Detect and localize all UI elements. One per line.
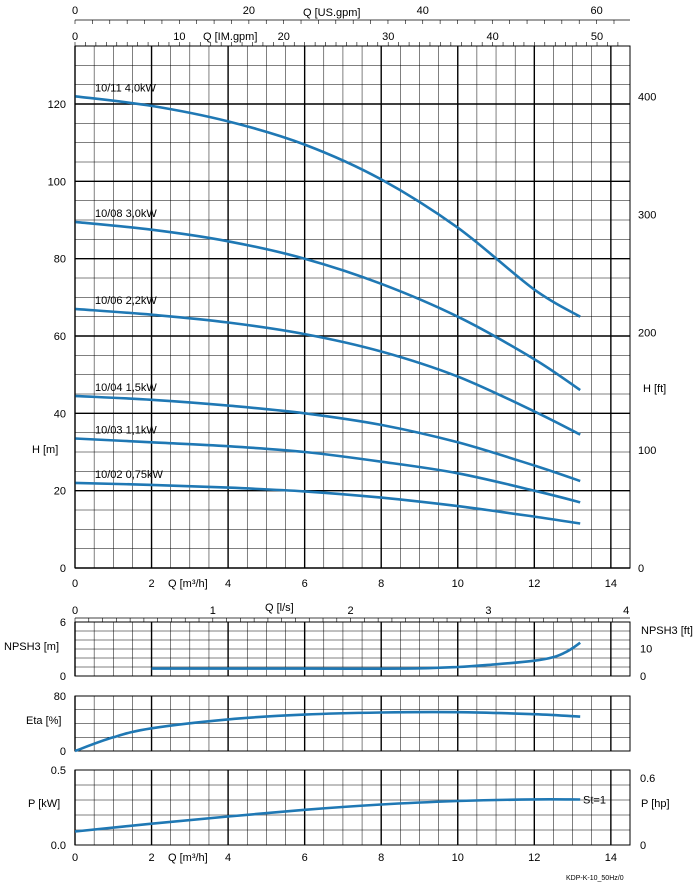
power-y2-axis-label: P [hp] [641, 798, 670, 810]
npsh-plot-frame [74, 621, 631, 677]
us-gpm-tick-label: 20 [243, 5, 255, 17]
head-y2-tick-label: 100 [638, 445, 656, 457]
power-x-tick-label: 4 [225, 852, 231, 864]
head-curve-5 [74, 481, 581, 525]
power-x-tick-label: 14 [605, 852, 617, 864]
npsh-y-tick-label: 6 [60, 617, 66, 629]
head-y-tick-label: 20 [54, 486, 66, 498]
im-gpm-tick-label: 10 [173, 31, 185, 43]
head-x-tick-label: 2 [148, 578, 154, 590]
us-gpm-tick-label: 0 [72, 5, 78, 17]
head-curve-label-0: 10/11 4,0kW [95, 82, 157, 94]
head-curve-1 [74, 220, 581, 392]
power-y2-tick-label: 0.6 [640, 773, 655, 785]
npsh-y2-axis-label: NPSH3 [ft] [641, 625, 693, 637]
head-curves: 10/11 4,0kW 10/08 3,0kW 10/06 2,2kW 10/04 1… [74, 82, 581, 525]
npsh-y2-tick-label: 0 [640, 671, 646, 683]
head-x-tick-label: 10 [452, 578, 464, 590]
head-y2-tick-label: 200 [638, 327, 656, 339]
npsh-curve [151, 641, 581, 671]
head-y-tick-label: 40 [54, 408, 66, 420]
head-y-tick-label: 60 [54, 331, 66, 343]
im-gpm-tick-label: 30 [382, 31, 394, 43]
head-curve-0 [74, 95, 581, 318]
power-panel: St=1 0.0 0.5 0 0.6 0 2 4 6 8 10 12 14 [51, 765, 656, 864]
eta-panel: 0 80 [54, 691, 631, 758]
npsh-y-axis-label: NPSH3 [m] [4, 641, 59, 653]
ls-tick-label: 3 [485, 605, 491, 617]
footer-code: KDP-K-10_50Hz/0 [566, 875, 624, 882]
head-curve-3 [74, 394, 581, 483]
im-gpm-tick-label: 40 [486, 31, 498, 43]
npsh-y-tick-label: 0 [60, 671, 66, 683]
us-gpm-tick-label: 60 [590, 5, 602, 17]
head-curve-label-4: 10/03 1,1kW [95, 424, 157, 436]
power-curve [74, 797, 581, 833]
head-y-tick-label: 100 [48, 176, 66, 188]
head-y-tick-label: 0 [60, 563, 66, 575]
power-x-tick-label: 0 [72, 852, 78, 864]
ls-tick-label: 1 [210, 605, 216, 617]
power-x-tick-label: 8 [378, 852, 384, 864]
head-x-tick-label: 8 [378, 578, 384, 590]
eta-plot-frame [74, 695, 631, 752]
head-plot-frame [74, 45, 631, 569]
head-curve-label-3: 10/04 1,5kW [95, 382, 157, 394]
head-curve-label-1: 10/08 3,0kW [95, 208, 157, 220]
npsh-y2-tick-label: 10 [640, 644, 652, 656]
head-y2-axis-label: H [ft] [643, 383, 666, 395]
us-gpm-tick-label: 40 [417, 5, 429, 17]
flow-ls-axis-label: Q [l/s] [265, 602, 294, 614]
power-x-tick-label: 6 [302, 852, 308, 864]
head-x-tick-label: 0 [72, 578, 78, 590]
ls-tick-label: 4 [623, 605, 629, 617]
power-x-tick-label: 12 [528, 852, 540, 864]
top-axis-us-gpm-label: Q [US.gpm] [303, 7, 360, 19]
power-y-tick-label: 0.0 [51, 840, 66, 852]
power-y-tick-label: 0.5 [51, 765, 66, 777]
eta-y-tick-label: 80 [54, 691, 66, 703]
power-x-tick-label: 10 [452, 852, 464, 864]
im-gpm-tick-label: 0 [72, 31, 78, 43]
head-y2-tick-label: 300 [638, 209, 656, 221]
eta-curve [74, 710, 581, 753]
head-y2-tick-label: 0 [638, 563, 644, 575]
ls-tick-label: 2 [348, 605, 354, 617]
head-x-tick-label: 12 [528, 578, 540, 590]
head-grid [74, 45, 631, 569]
head-y-axis-label: H [m] [32, 444, 58, 456]
head-x-tick-label: 6 [302, 578, 308, 590]
head-y-tick-label: 80 [54, 254, 66, 266]
head-x-axis-label: Q [m³/h] [168, 578, 208, 590]
power-plot-frame [74, 769, 631, 846]
im-gpm-tick-label: 20 [278, 31, 290, 43]
top-axis-im-gpm-label: Q [IM.gpm] [203, 31, 257, 43]
head-y-tick-label: 120 [48, 99, 66, 111]
eta-y-tick-label: 0 [60, 746, 66, 758]
head-x-tick-label: 14 [605, 578, 617, 590]
head-curve-2 [74, 307, 581, 436]
head-curve-4 [74, 437, 581, 504]
eta-y-axis-label: Eta [%] [26, 715, 61, 727]
ls-tick-label: 0 [72, 605, 78, 617]
head-curve-label-5: 10/02 0,75kW [95, 469, 163, 481]
power-y-axis-label: P [kW] [28, 798, 60, 810]
head-chart: 10/11 4,0kW 10/08 3,0kW 10/06 2,2kW 10/04 1… [48, 5, 657, 590]
power-curve-label: St=1 [583, 795, 606, 807]
power-y2-tick-label: 0 [640, 840, 646, 852]
power-x-axis-label: Q [m³/h] [168, 852, 208, 864]
im-gpm-tick-label: 50 [591, 31, 603, 43]
head-x-tick-label: 4 [225, 578, 231, 590]
power-x-tick-label: 2 [148, 852, 154, 864]
head-y2-tick-label: 400 [638, 92, 656, 104]
head-curve-label-2: 10/06 2,2kW [95, 295, 157, 307]
